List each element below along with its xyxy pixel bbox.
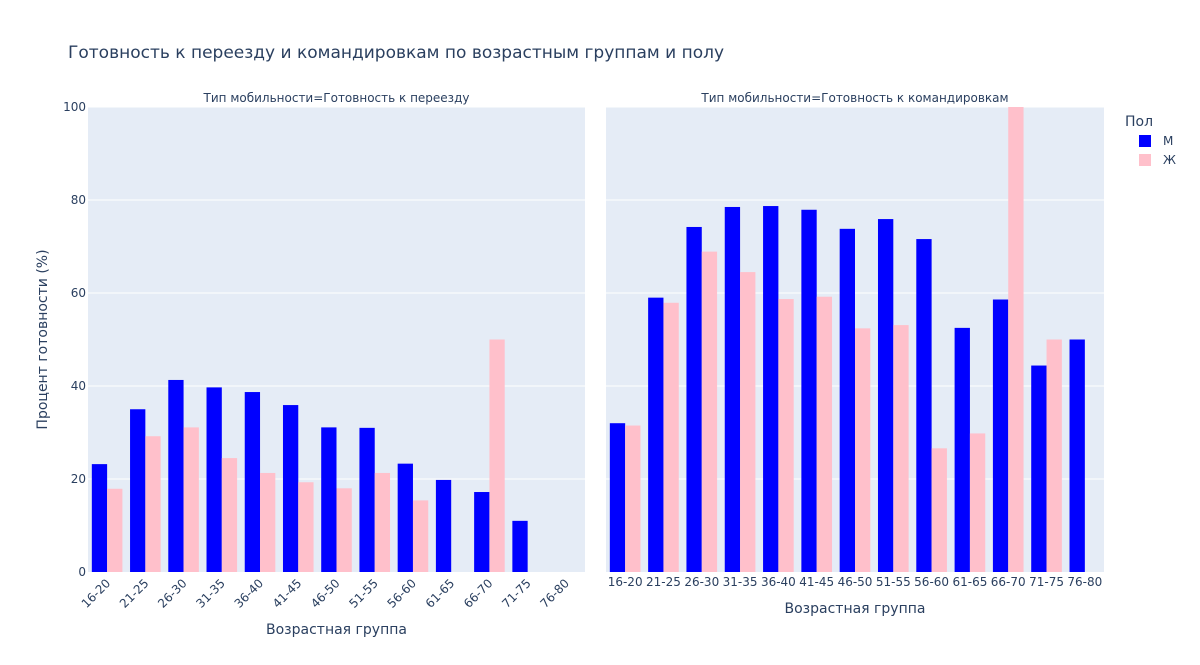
bar-business-trips-f-46-50	[855, 328, 871, 572]
y-tick-label: 100	[63, 100, 86, 114]
x-axis-ticks: 16-20 21-25 26-30 31-35 36-40 41-45 46-50 51-55…	[79, 575, 1103, 611]
y-tick-label: 0	[78, 565, 86, 579]
bar-relocation-m-66-70	[474, 492, 490, 572]
legend-item-f[interactable]: Ж	[1139, 153, 1176, 167]
bar-business-trips-f-56-60	[931, 448, 947, 572]
x-tick-label-relocation: 61-65	[423, 576, 458, 611]
bar-relocation-f-56-60	[412, 500, 429, 572]
bars	[91, 107, 1085, 573]
bar-relocation-f-66-70	[489, 339, 505, 572]
legend-title: Пол	[1125, 114, 1153, 130]
bar-business-trips-m-66-70	[992, 299, 1009, 572]
y-tick-label: 80	[71, 193, 86, 207]
x-tick-label-business-trips: 41-45	[799, 575, 834, 589]
legend-label-f: Ж	[1163, 153, 1176, 167]
panel-business-trips-subtitle: Тип мобильности=Готовность к командировк…	[700, 91, 1008, 105]
x-tick-label-business-trips: 76-80	[1067, 575, 1102, 589]
x-tick-label-relocation: 36-40	[232, 576, 267, 611]
x-tick-label-relocation: 76-80	[537, 576, 572, 611]
legend-label-m: М	[1163, 134, 1173, 148]
bar-relocation-f-26-30	[183, 427, 199, 572]
bar-business-trips-f-61-65	[969, 433, 986, 572]
bar-relocation-f-21-25	[145, 436, 161, 572]
bar-business-trips-f-31-35	[740, 272, 756, 572]
x-tick-label-relocation: 21-25	[117, 576, 152, 611]
x-tick-label-business-trips: 56-60	[914, 575, 949, 589]
legend-swatch-f	[1139, 154, 1151, 166]
x-tick-label-relocation: 51-55	[346, 576, 381, 611]
bar-business-trips-m-21-25	[648, 297, 664, 572]
bar-business-trips-f-36-40	[778, 299, 794, 572]
x-tick-label-relocation: 66-70	[461, 576, 496, 611]
bar-business-trips-m-61-65	[954, 327, 970, 572]
x-tick-label-business-trips: 21-25	[646, 575, 681, 589]
bar-business-trips-f-26-30	[701, 251, 718, 573]
x-tick-label-business-trips: 26-30	[684, 575, 719, 589]
chart-title: Готовность к переезду и командировкам по…	[68, 43, 724, 63]
legend-item-m[interactable]: М	[1139, 134, 1173, 148]
x-tick-label-business-trips: 46-50	[838, 575, 873, 589]
x-tick-label-business-trips: 61-65	[952, 575, 987, 589]
bar-business-trips-m-26-30	[686, 226, 702, 572]
x-tick-label-relocation: 41-45	[270, 576, 305, 611]
bar-business-trips-m-46-50	[839, 228, 855, 572]
panel-relocation-subtitle: Тип мобильности=Готовность к переезду	[203, 91, 470, 105]
x-tick-label-business-trips: 16-20	[608, 575, 643, 589]
bar-relocation-f-41-45	[298, 482, 314, 572]
legend-swatch-m	[1139, 135, 1151, 147]
bar-relocation-m-26-30	[168, 379, 184, 572]
bar-relocation-f-51-55	[374, 472, 391, 572]
x-tick-label-relocation: 46-50	[308, 576, 343, 611]
bar-business-trips-m-71-75	[1031, 365, 1047, 572]
bar-business-trips-m-51-55	[877, 219, 894, 572]
bar-business-trips-f-16-20	[625, 425, 641, 572]
bar-relocation-m-71-75	[512, 520, 528, 572]
x-tick-label-business-trips: 31-35	[723, 575, 758, 589]
x-tick-label-business-trips: 51-55	[876, 575, 911, 589]
bar-business-trips-f-21-25	[663, 302, 679, 572]
x-tick-label-relocation: 16-20	[79, 576, 114, 611]
bar-relocation-m-46-50	[321, 427, 337, 572]
bar-relocation-m-31-35	[206, 387, 222, 572]
y-axis-title: Процент готовности (%)	[35, 249, 51, 429]
bar-relocation-m-61-65	[435, 479, 452, 572]
x-axis-title-right: Возрастная группа	[785, 601, 926, 617]
y-tick-label: 60	[71, 286, 86, 300]
bar-relocation-f-16-20	[107, 488, 123, 572]
x-tick-label-business-trips: 71-75	[1029, 575, 1064, 589]
bar-relocation-m-41-45	[282, 405, 299, 572]
x-axis-title-left: Возрастная группа	[266, 622, 407, 638]
bar-relocation-f-31-35	[221, 458, 238, 572]
y-tick-label: 40	[71, 379, 86, 393]
bar-business-trips-f-71-75	[1046, 339, 1062, 572]
bar-business-trips-m-41-45	[801, 209, 817, 572]
bar-business-trips-f-51-55	[893, 325, 909, 572]
bar-relocation-m-16-20	[91, 464, 108, 572]
bar-relocation-f-36-40	[260, 472, 276, 572]
x-tick-label-relocation: 31-35	[193, 576, 228, 611]
legend: Пол М Ж	[1125, 114, 1176, 167]
bar-relocation-m-56-60	[397, 463, 413, 572]
bar-relocation-m-51-55	[359, 427, 375, 572]
x-tick-label-business-trips: 66-70	[991, 575, 1026, 589]
bar-business-trips-f-41-45	[816, 296, 833, 572]
bar-relocation-m-36-40	[244, 392, 261, 572]
bar-business-trips-m-36-40	[763, 206, 779, 573]
bar-business-trips-f-66-70	[1008, 107, 1024, 572]
bar-business-trips-m-56-60	[916, 239, 932, 572]
bar-business-trips-m-31-35	[724, 206, 741, 572]
x-tick-label-business-trips: 36-40	[761, 575, 796, 589]
y-axis-ticks: 0 20 40 60 80 100	[63, 100, 86, 579]
y-tick-label: 20	[71, 472, 86, 486]
x-tick-label-relocation: 26-30	[155, 576, 190, 611]
x-tick-label-relocation: 71-75	[499, 576, 534, 611]
bar-business-trips-m-16-20	[609, 423, 626, 572]
x-tick-label-relocation: 56-60	[385, 576, 420, 611]
bar-relocation-f-46-50	[336, 488, 352, 572]
bar-relocation-m-21-25	[130, 409, 146, 572]
bar-business-trips-m-76-80	[1069, 339, 1085, 572]
